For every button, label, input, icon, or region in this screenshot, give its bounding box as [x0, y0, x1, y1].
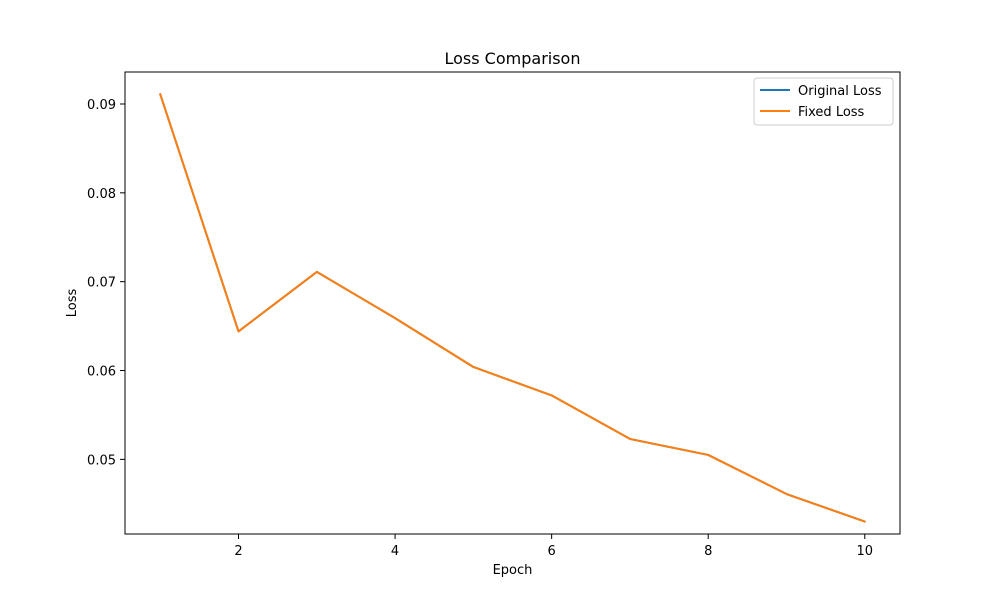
plot-area: [124, 71, 901, 535]
x-axis-label: Epoch: [493, 563, 533, 578]
y-axis: 0.05 0.06 0.07 0.08 0.09: [87, 98, 125, 468]
x-tick-label: 6: [548, 544, 556, 559]
x-tick-label: 2: [234, 544, 242, 559]
y-tick-label: 0.06: [87, 365, 116, 380]
series-layer: [159, 93, 866, 523]
legend-label-fixed-loss: Fixed Loss: [798, 105, 865, 120]
y-tick-label: 0.07: [87, 276, 116, 291]
legend: Original Loss Fixed Loss: [753, 77, 894, 126]
x-tick-label: 10: [856, 544, 873, 559]
x-tick-label: 8: [704, 544, 712, 559]
series-line-fixed-loss: [159, 93, 866, 523]
y-tick-label: 0.08: [87, 187, 116, 202]
y-tick-label: 0.09: [87, 98, 116, 113]
plot-frame: [124, 71, 901, 535]
x-tick-label: 4: [391, 544, 399, 559]
chart-title: Loss Comparison: [445, 49, 581, 68]
y-axis-label: Loss: [65, 289, 80, 318]
y-tick-label: 0.05: [87, 453, 116, 468]
legend-label-original-loss: Original Loss: [798, 84, 882, 99]
x-axis: 2 4 6 8 10: [234, 534, 873, 559]
